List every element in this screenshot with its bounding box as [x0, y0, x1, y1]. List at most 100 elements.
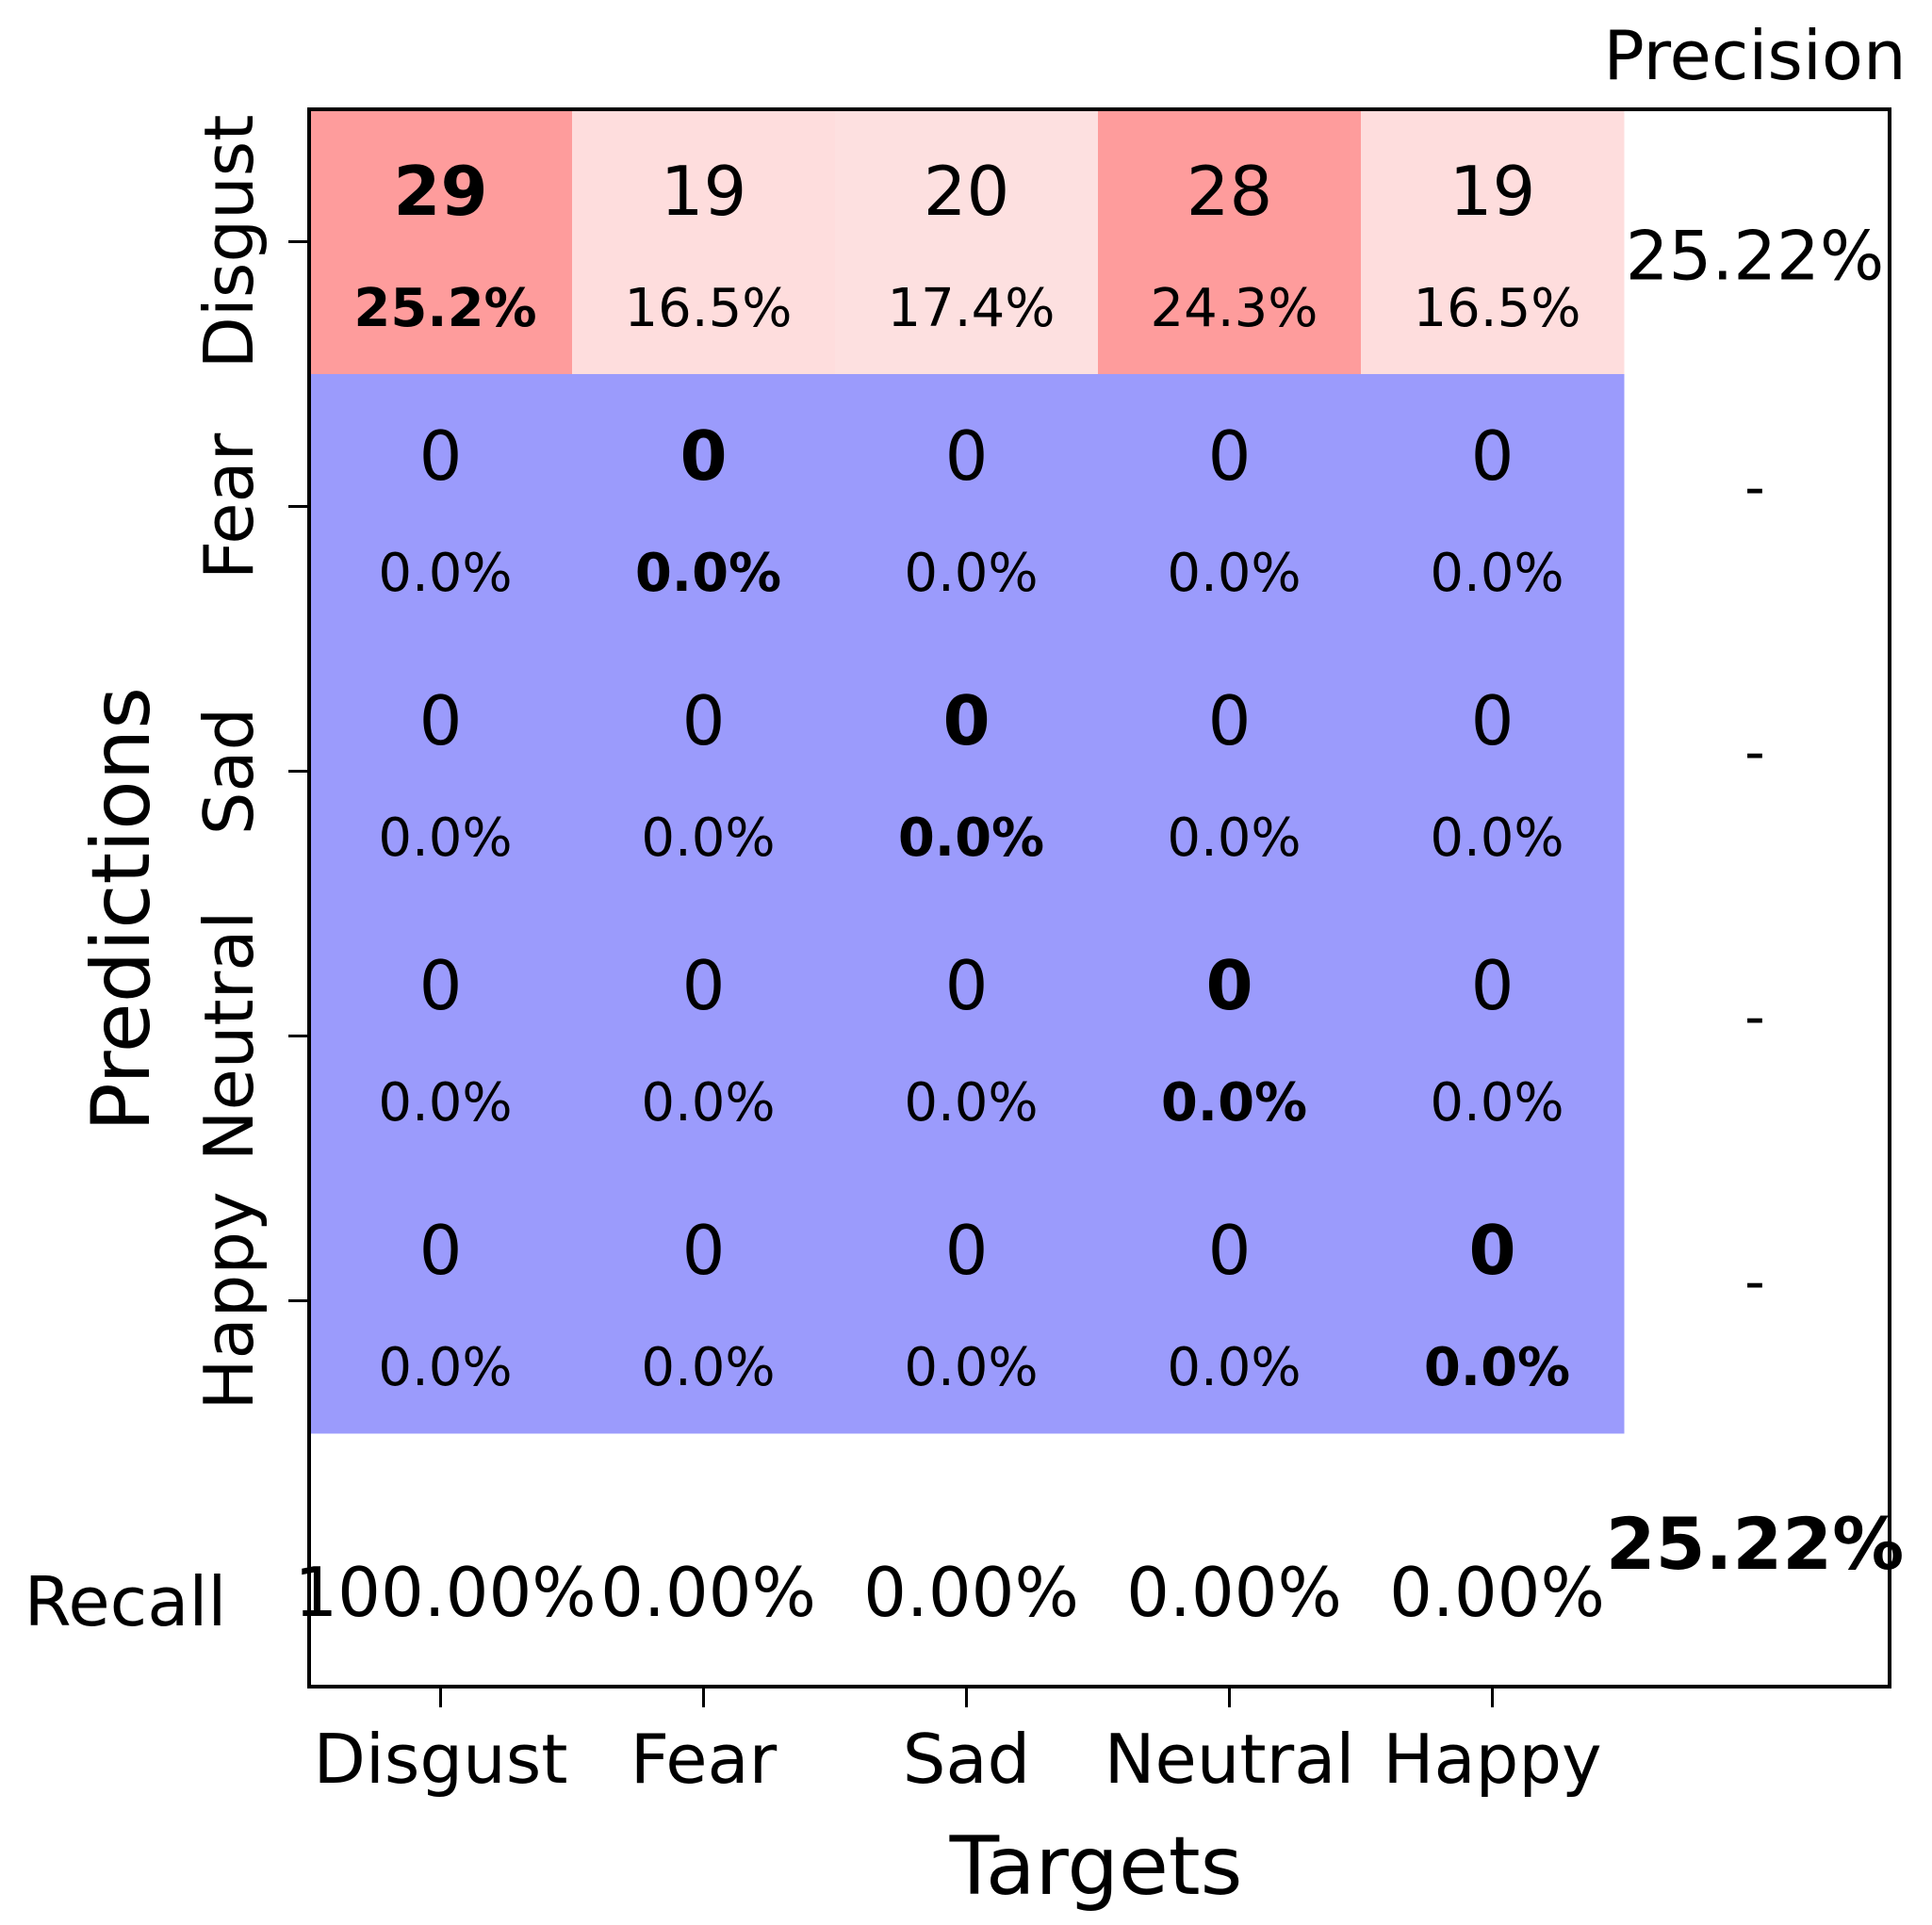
cell-percent-0-1: 16.5% — [625, 278, 793, 339]
heatmap-cell-1-2 — [835, 374, 1099, 640]
cell-percent-1-4: 0.0% — [1430, 543, 1564, 604]
heatmap-cell-4-3 — [1098, 1168, 1362, 1434]
cell-count-0-4: 19 — [1449, 152, 1536, 231]
x-tick-label-2: Sad — [903, 1720, 1031, 1799]
precision-value-4: - — [1744, 1249, 1765, 1315]
cell-count-4-3: 0 — [1208, 1211, 1252, 1290]
heatmap-cell-2-3 — [1098, 639, 1362, 905]
heatmap-cell-4-0 — [309, 1168, 573, 1434]
heatmap-cell-2-2 — [835, 639, 1099, 905]
heatmap-cells — [309, 109, 1625, 1434]
cell-percent-1-3: 0.0% — [1167, 543, 1301, 604]
heatmap-cell-3-2 — [835, 904, 1099, 1169]
heatmap-cell-1-0 — [309, 374, 573, 640]
heatmap-cell-3-1 — [572, 904, 836, 1169]
heatmap-cell-0-1 — [572, 109, 836, 375]
cell-count-3-3: 0 — [1205, 946, 1253, 1025]
cell-count-4-0: 0 — [419, 1211, 463, 1290]
precision-value-2: - — [1744, 720, 1765, 786]
precision-header: Precision — [1603, 16, 1906, 95]
cell-count-2-3: 0 — [1208, 681, 1252, 760]
heatmap-cell-2-0 — [309, 639, 573, 905]
cell-percent-4-4: 0.0% — [1424, 1337, 1570, 1398]
cell-count-3-0: 0 — [419, 946, 463, 1025]
cell-count-2-1: 0 — [682, 681, 726, 760]
cell-count-3-4: 0 — [1471, 946, 1514, 1025]
cell-count-1-2: 0 — [945, 416, 989, 496]
cell-count-4-1: 0 — [682, 1211, 726, 1290]
heatmap-cell-2-4 — [1361, 639, 1625, 905]
cell-percent-2-3: 0.0% — [1167, 808, 1301, 869]
x-tick-label-3: Neutral — [1105, 1720, 1355, 1799]
cell-percent-3-4: 0.0% — [1430, 1072, 1564, 1134]
cell-count-0-0: 29 — [393, 152, 487, 231]
cell-percent-4-2: 0.0% — [904, 1337, 1038, 1398]
y-tick-label-4: Happy — [189, 1191, 269, 1410]
heatmap-cell-0-0 — [309, 109, 573, 375]
cell-annotations: 29 25.2% 19 16.5% 20 17.4% 28 24.3% 19 16.5% 0 0.0%… — [294, 152, 1884, 1632]
y-tick-label-2: Sad — [189, 708, 269, 836]
cell-count-1-3: 0 — [1208, 416, 1252, 496]
cell-percent-0-2: 17.4% — [888, 278, 1056, 339]
heatmap-cell-3-3 — [1098, 904, 1362, 1169]
heatmap-cell-4-4 — [1361, 1168, 1625, 1434]
cell-count-2-0: 0 — [419, 681, 463, 760]
recall-value-2: 0.00% — [863, 1553, 1079, 1632]
heatmap-cell-0-2 — [835, 109, 1099, 375]
precision-value-0: 25.22% — [1626, 217, 1885, 296]
cell-percent-1-1: 0.0% — [635, 543, 781, 604]
cell-count-4-2: 0 — [945, 1211, 989, 1290]
cell-count-1-0: 0 — [419, 416, 463, 496]
cell-percent-3-1: 0.0% — [641, 1072, 775, 1134]
cell-count-4-4: 0 — [1468, 1211, 1515, 1290]
heatmap-cell-1-4 — [1361, 374, 1625, 640]
overall-accuracy: 25.22% — [1606, 1502, 1905, 1586]
cell-count-1-1: 0 — [679, 416, 727, 496]
cell-percent-1-0: 0.0% — [378, 543, 512, 604]
y-tick-label-1: Fear — [189, 432, 269, 579]
heatmap-cell-2-1 — [572, 639, 836, 905]
cell-percent-0-0: 25.2% — [353, 278, 536, 339]
cell-percent-4-1: 0.0% — [641, 1337, 775, 1398]
recall-label: Recall — [25, 1562, 227, 1641]
x-tick-label-1: Fear — [630, 1720, 778, 1799]
y-axis-label: Predictions — [74, 687, 169, 1132]
cell-percent-3-3: 0.0% — [1161, 1072, 1307, 1134]
heatmap-cell-0-4 — [1361, 109, 1625, 375]
x-tick-label-0: Disgust — [313, 1720, 567, 1799]
plot-frame — [307, 107, 1891, 1688]
recall-value-0: 100.00% — [294, 1553, 596, 1632]
precision-value-3: - — [1744, 985, 1765, 1051]
cell-percent-3-0: 0.0% — [378, 1072, 512, 1134]
cell-percent-0-3: 24.3% — [1151, 278, 1318, 339]
y-tick-label-3: Neutral — [189, 911, 269, 1162]
cell-percent-4-0: 0.0% — [378, 1337, 512, 1398]
cell-count-0-1: 19 — [661, 152, 747, 231]
heatmap-cell-4-2 — [835, 1168, 1099, 1434]
recall-value-4: 0.00% — [1389, 1553, 1605, 1632]
cell-percent-0-4: 16.5% — [1414, 278, 1581, 339]
y-tick-label-0: Disgust — [189, 114, 269, 368]
cell-count-0-2: 20 — [924, 152, 1010, 231]
cell-count-3-1: 0 — [682, 946, 726, 1025]
heatmap-cell-1-3 — [1098, 374, 1362, 640]
heatmap-cell-3-4 — [1361, 904, 1625, 1169]
heatmap-cell-0-3 — [1098, 109, 1362, 375]
recall-value-1: 0.00% — [600, 1553, 816, 1632]
cell-count-2-2: 0 — [942, 681, 990, 760]
cell-count-0-3: 28 — [1187, 152, 1273, 231]
x-axis-label: Targets — [949, 1819, 1243, 1914]
cell-percent-3-2: 0.0% — [904, 1072, 1038, 1134]
cell-percent-2-0: 0.0% — [378, 808, 512, 869]
cell-count-2-4: 0 — [1471, 681, 1514, 760]
cell-percent-2-1: 0.0% — [641, 808, 775, 869]
cell-count-1-4: 0 — [1471, 416, 1514, 496]
precision-value-1: - — [1744, 455, 1765, 521]
cell-percent-4-3: 0.0% — [1167, 1337, 1301, 1398]
x-tick-label-4: Happy — [1383, 1720, 1601, 1799]
recall-value-3: 0.00% — [1126, 1553, 1342, 1632]
heatmap-cell-1-1 — [572, 374, 836, 640]
cell-percent-1-2: 0.0% — [904, 543, 1038, 604]
heatmap-cell-4-1 — [572, 1168, 836, 1434]
cell-percent-2-4: 0.0% — [1430, 808, 1564, 869]
